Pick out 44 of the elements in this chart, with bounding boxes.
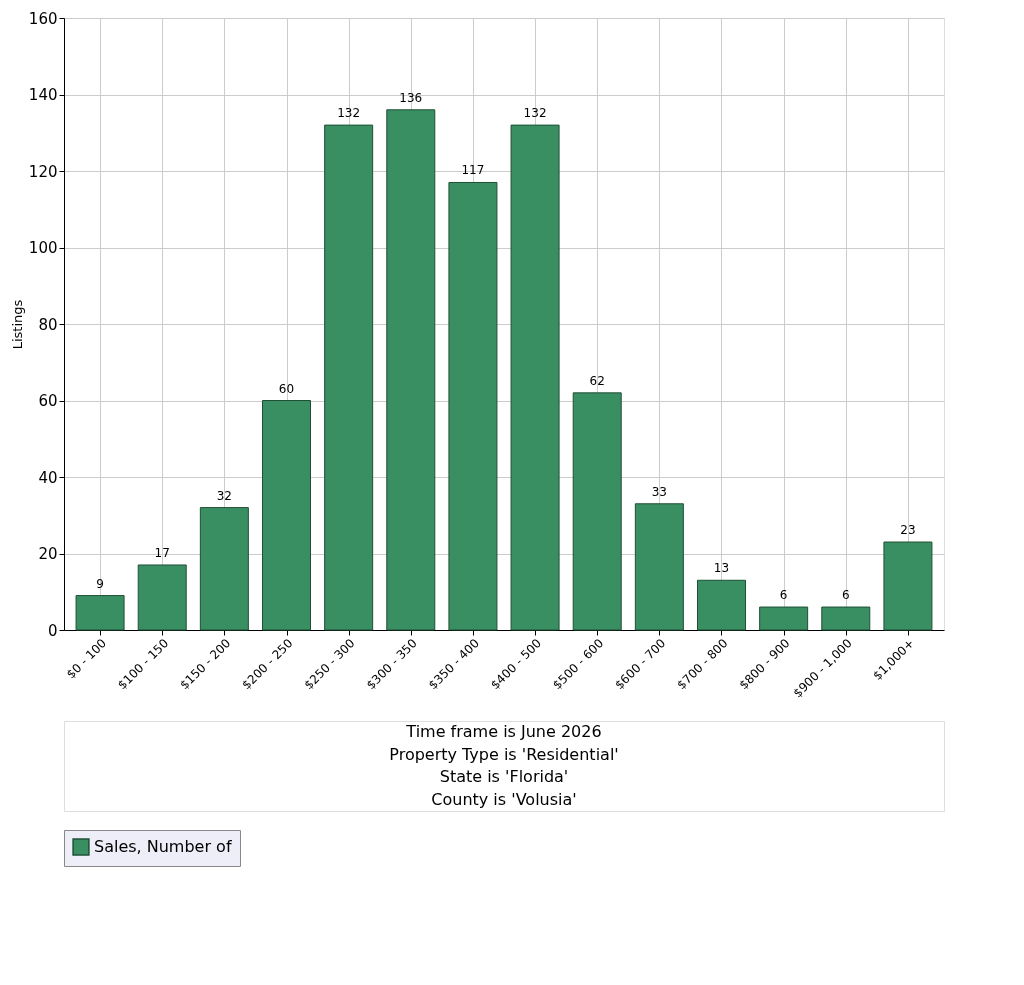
data-label: 60 (278, 381, 295, 396)
bar (448, 181, 498, 631)
bar (262, 400, 311, 631)
data-label: 32 (216, 488, 232, 503)
bar (821, 606, 871, 631)
data-label: 117 (461, 163, 485, 178)
data-label: 33 (651, 484, 667, 499)
text: State is 'Florida' (439, 767, 569, 787)
bar (386, 109, 436, 631)
text: Time frame is June 2026 (405, 722, 602, 742)
y-tick-label: 120 (28, 162, 58, 181)
bar (697, 579, 746, 631)
y-tick-label: 160 (28, 9, 58, 28)
legend-label: Sales, Number of (94, 837, 232, 856)
data-label: 9 (96, 576, 104, 591)
y-tick-label: 80 (38, 315, 58, 334)
data-label: 23 (900, 523, 916, 538)
y-tick-label: 0 (47, 621, 58, 640)
data-label: 17 (154, 545, 170, 560)
bar (572, 392, 622, 631)
text: County is 'Volusia' (431, 789, 577, 809)
y-tick-label: 40 (38, 468, 58, 487)
bar (634, 503, 684, 631)
y-tick-label: 60 (38, 392, 58, 410)
data-label: 132 (523, 106, 547, 121)
bar (759, 606, 809, 631)
bar (75, 595, 125, 631)
y-tick-label: 100 (28, 239, 58, 257)
data-label: 6 (779, 588, 788, 603)
text: Property Type is 'Residential' (389, 744, 619, 764)
bar (883, 541, 933, 631)
bar (324, 124, 374, 631)
data-label: 6 (841, 588, 850, 603)
bar (199, 507, 249, 631)
y-tick-label: 140 (28, 86, 58, 104)
x-tick-label: $0 - 100 (63, 636, 110, 682)
y-axis-title: Listings (9, 299, 25, 350)
data-label: 13 (713, 561, 730, 576)
data-label: 132 (337, 106, 361, 121)
bar (510, 124, 560, 631)
data-label: 62 (589, 373, 605, 388)
y-tick-label: 20 (38, 545, 58, 563)
bar (137, 564, 187, 631)
data-label: 136 (399, 90, 423, 105)
